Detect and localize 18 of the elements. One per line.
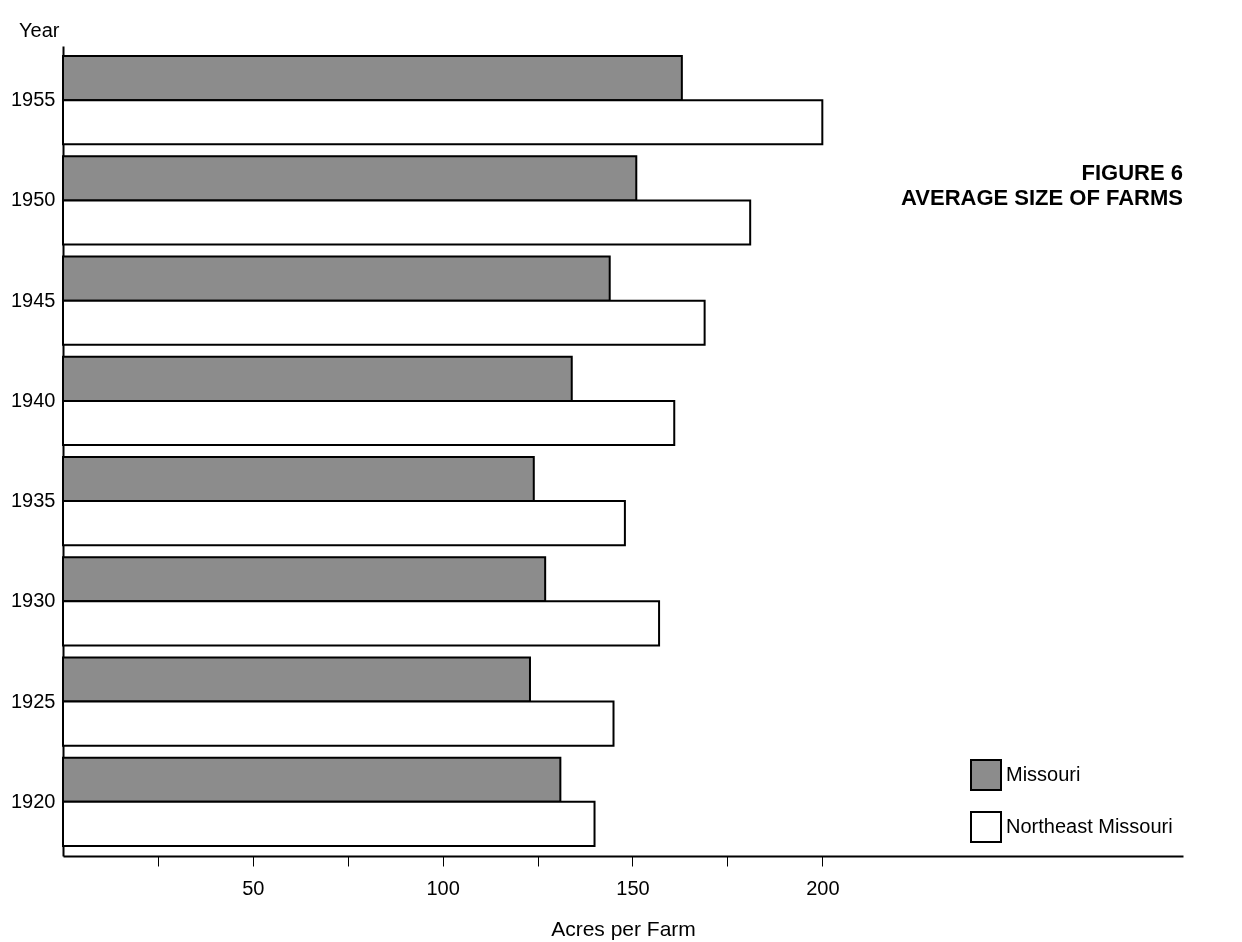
legend-label: Northeast Missouri	[1006, 815, 1173, 837]
text: FIGURE 6	[1081, 160, 1183, 185]
x-tick-label: 200	[806, 876, 840, 899]
x-tick-label: 150	[616, 876, 650, 899]
y-tick-label: 1935	[11, 489, 56, 512]
y-tick-label: 1950	[11, 188, 56, 211]
y-tick-label: 1955	[11, 88, 56, 111]
text: AVERAGE SIZE OF FARMS	[901, 185, 1183, 210]
y-tick-label: 1920	[11, 789, 56, 812]
y-tick-label: 1930	[11, 589, 56, 612]
y-tick-label: 1925	[11, 689, 56, 712]
y-tick-label: 1940	[11, 388, 56, 411]
legend-label: Missouri	[1006, 763, 1081, 785]
x-axis-title: Acres per Farm	[551, 916, 696, 940]
y-axis-title: Year	[19, 18, 60, 41]
y-tick-label: 1945	[11, 288, 56, 311]
x-tick-label: 100	[426, 876, 460, 899]
x-tick-label: 50	[242, 876, 265, 899]
